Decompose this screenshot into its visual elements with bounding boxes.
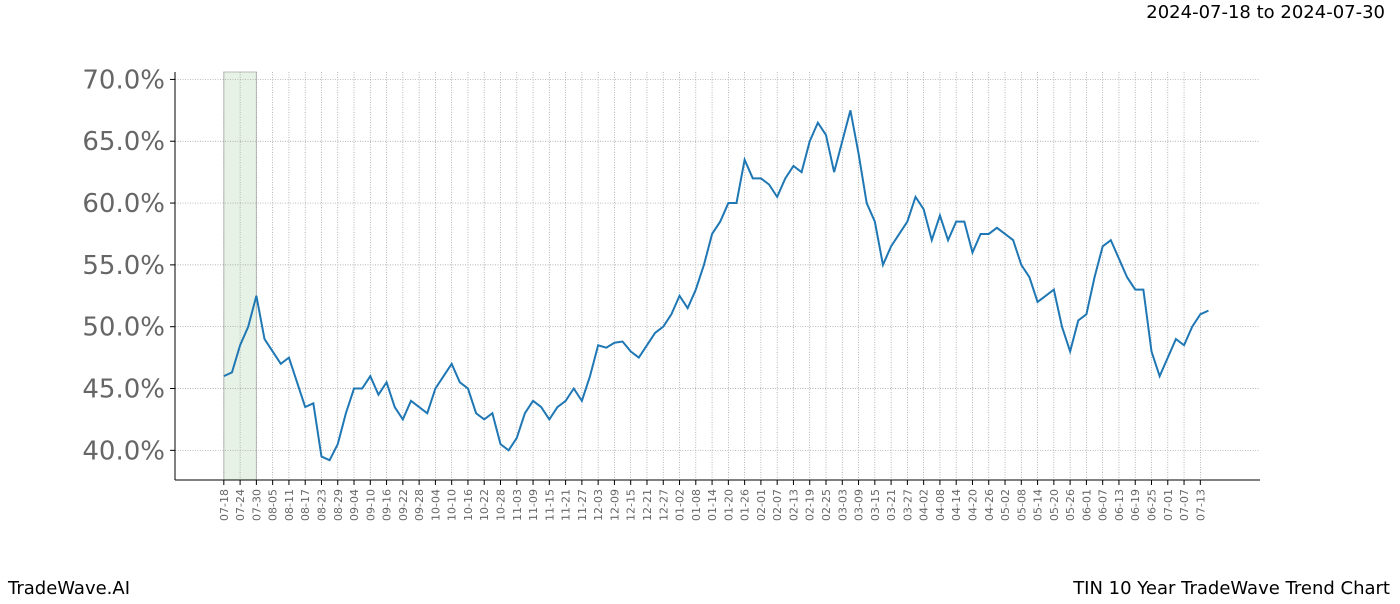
x-tick-label: 11-15 [543, 489, 556, 521]
x-tick-label: 10-16 [462, 489, 475, 521]
y-tick-label: 60.0% [82, 189, 165, 219]
x-tick-label: 10-04 [429, 489, 442, 521]
x-tick-label: 01-20 [722, 489, 735, 521]
y-tick-label: 65.0% [82, 127, 165, 157]
x-tick-label: 09-16 [381, 489, 394, 521]
x-tick-label: 11-27 [576, 489, 589, 521]
x-tick-label: 08-17 [299, 489, 312, 521]
x-tick-label: 02-25 [820, 489, 833, 521]
x-tick-label: 03-27 [901, 489, 914, 521]
x-tick-label: 07-30 [250, 489, 263, 521]
date-range: 2024-07-18 to 2024-07-30 [1146, 2, 1385, 23]
x-tick-label: 02-13 [787, 489, 800, 521]
x-tick-label: 08-11 [283, 489, 296, 521]
x-tick-label: 06-01 [1080, 489, 1093, 521]
x-tick-label: 03-21 [885, 489, 898, 521]
x-tick-label: 05-20 [1048, 489, 1061, 521]
y-tick-label: 45.0% [82, 375, 165, 405]
x-tick-label: 03-03 [836, 489, 849, 521]
x-tick-label: 05-14 [1032, 489, 1045, 521]
x-tick-label: 11-09 [527, 489, 540, 521]
x-tick-label: 10-22 [478, 489, 491, 521]
x-tick-label: 04-14 [950, 489, 963, 521]
x-tick-label: 06-19 [1129, 489, 1142, 521]
chart-title: TIN 10 Year TradeWave Trend Chart [1072, 578, 1390, 599]
brand: TradeWave.AI [7, 578, 130, 599]
x-tick-label: 02-01 [755, 489, 768, 521]
x-tick-label: 08-23 [315, 489, 328, 521]
x-tick-label: 05-02 [999, 489, 1012, 521]
x-tick-label: 07-01 [1162, 489, 1175, 521]
x-tick-label: 11-21 [560, 489, 573, 521]
x-tick-label: 07-24 [234, 489, 247, 521]
x-tick-label: 04-20 [966, 489, 979, 521]
y-tick-label: 55.0% [82, 251, 165, 281]
x-tick-label: 01-02 [674, 489, 687, 521]
x-tick-label: 11-03 [511, 489, 524, 521]
x-tick-label: 10-10 [446, 489, 459, 521]
x-tick-label: 10-28 [495, 489, 508, 521]
x-tick-label: 07-13 [1194, 489, 1207, 521]
y-tick-label: 70.0% [82, 65, 165, 95]
x-tick-label: 07-18 [218, 489, 231, 521]
x-tick-label: 12-27 [657, 489, 670, 521]
x-tick-label: 05-26 [1064, 489, 1077, 521]
x-tick-label: 12-09 [608, 489, 621, 521]
x-tick-label: 08-29 [332, 489, 345, 521]
x-tick-label: 03-09 [853, 489, 866, 521]
x-tick-label: 07-07 [1178, 489, 1191, 521]
x-tick-label: 05-08 [1015, 489, 1028, 521]
x-tick-label: 01-08 [690, 489, 703, 521]
x-tick-label: 09-04 [348, 489, 361, 521]
x-tick-label: 02-19 [804, 489, 817, 521]
x-tick-label: 01-26 [739, 489, 752, 521]
x-tick-label: 01-14 [706, 489, 719, 521]
x-tick-label: 06-07 [1097, 489, 1110, 521]
x-tick-label: 04-02 [918, 489, 931, 521]
x-tick-label: 06-25 [1146, 489, 1159, 521]
x-tick-label: 09-22 [397, 489, 410, 521]
y-tick-label: 50.0% [82, 313, 165, 343]
x-tick-label: 02-07 [771, 489, 784, 521]
highlight-band [223, 71, 257, 481]
x-tick-label: 06-13 [1113, 489, 1126, 521]
x-tick-label: 04-08 [934, 489, 947, 521]
x-tick-label: 08-05 [267, 489, 280, 521]
x-tick-label: 03-15 [869, 489, 882, 521]
x-tick-label: 09-10 [364, 489, 377, 521]
x-tick-label: 09-28 [413, 489, 426, 521]
x-tick-label: 12-15 [625, 489, 638, 521]
y-tick-label: 40.0% [82, 436, 165, 466]
x-tick-label: 12-03 [592, 489, 605, 521]
trend-line [223, 110, 1209, 462]
x-tick-label: 12-21 [641, 489, 654, 521]
x-tick-label: 04-26 [983, 489, 996, 521]
